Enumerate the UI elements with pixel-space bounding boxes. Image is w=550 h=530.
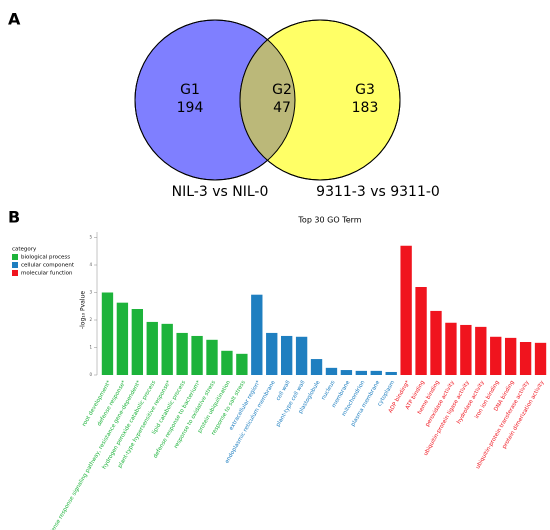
bar <box>295 336 308 375</box>
bar <box>430 310 442 375</box>
legend-label: biological process <box>21 255 70 261</box>
bar <box>146 321 158 375</box>
bar <box>415 287 427 375</box>
y-axis-label: -log₁₀ Pvalue <box>80 291 87 329</box>
y-tick-label: 4 <box>89 262 92 267</box>
bar <box>534 342 547 375</box>
bar <box>131 309 144 375</box>
panel-label: B <box>8 208 20 227</box>
region-name: G1 <box>180 82 200 98</box>
bar <box>490 336 502 375</box>
y-tick-label: 2 <box>89 317 92 322</box>
y-tick-label: 1 <box>89 345 92 350</box>
bar <box>310 359 323 375</box>
bar <box>206 339 218 375</box>
bar <box>236 353 248 375</box>
region-name: G3 <box>355 82 375 98</box>
bar <box>101 292 114 375</box>
legend-title: category <box>12 247 37 253</box>
bar <box>340 370 353 375</box>
bar <box>266 332 278 375</box>
y-tick-label: 5 <box>89 235 92 240</box>
bar <box>221 350 233 375</box>
bar <box>400 245 412 375</box>
region-value: 194 <box>177 100 204 116</box>
legend-swatch <box>12 270 18 276</box>
bar <box>519 342 532 375</box>
bar <box>370 370 382 375</box>
legend-label: molecular function <box>21 271 73 277</box>
bar <box>325 367 338 375</box>
set-label: NIL-3 vs NIL-0 <box>172 184 269 200</box>
bar <box>280 335 293 375</box>
y-tick-label: 0 <box>89 372 92 377</box>
bar <box>116 302 129 375</box>
bar <box>191 335 203 375</box>
bar <box>176 332 188 375</box>
legend-swatch <box>12 254 18 260</box>
bar <box>251 294 263 375</box>
set-outline <box>239 19 401 181</box>
bar <box>385 371 397 375</box>
legend-swatch <box>12 262 18 268</box>
bar <box>355 370 368 375</box>
bar <box>475 326 487 375</box>
set-label: 9311-3 vs 9311-0 <box>316 184 440 200</box>
set-outline <box>134 19 296 181</box>
bar <box>445 322 457 375</box>
bar <box>504 337 517 375</box>
overlap <box>240 20 295 180</box>
region-name: G2 <box>272 82 292 98</box>
legend-label: cellular component <box>21 263 75 269</box>
panel-label: A <box>8 10 21 29</box>
chart-title: Top 30 GO Term <box>297 216 361 225</box>
region-value: 47 <box>273 100 291 116</box>
bar <box>161 323 173 375</box>
x-tick-label: nucleus <box>321 380 337 402</box>
region-value: 183 <box>352 100 379 116</box>
y-tick-label: 3 <box>89 290 92 295</box>
bar <box>460 324 472 375</box>
